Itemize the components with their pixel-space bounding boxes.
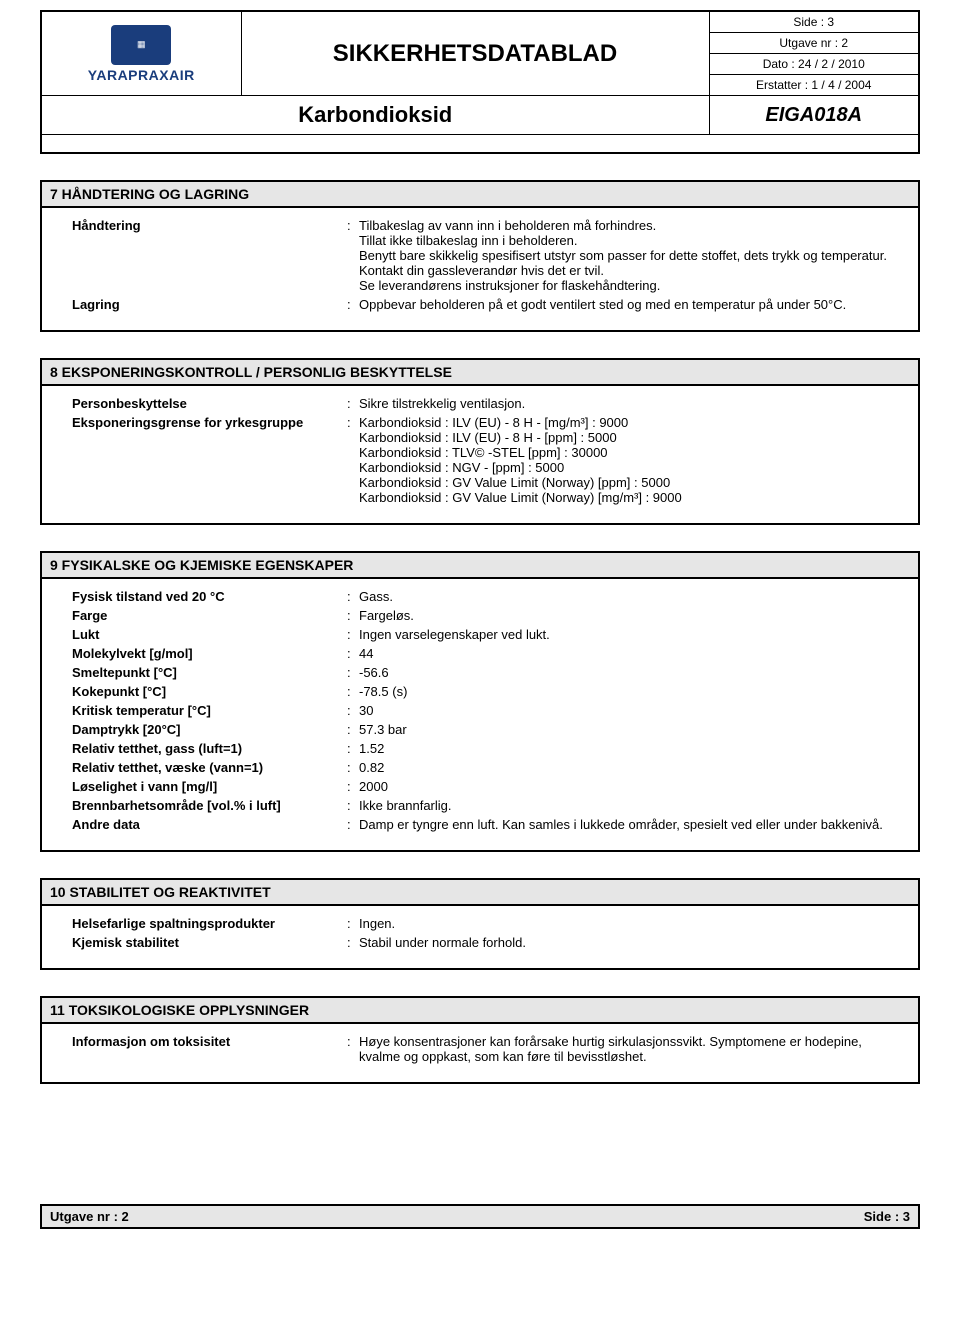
kv-value: : 30: [347, 703, 898, 718]
kv-key: Smeltepunkt [°C]: [72, 665, 347, 680]
kv-key: Andre data: [72, 817, 347, 832]
brand-text: YARAPRAXAIR: [88, 67, 195, 83]
kv-row: Håndtering: Tilbakeslag av vann inn i be…: [72, 218, 898, 293]
kv-value: : 44: [347, 646, 898, 661]
kv-row: Kokepunkt [°C]: -78.5 (s): [72, 684, 898, 699]
header-table: ▦ YARAPRAXAIR SIKKERHETSDATABLAD Side : …: [40, 10, 920, 154]
kv-row: Andre data: Damp er tyngre enn luft. Kan…: [72, 817, 898, 832]
kv-key: Damptrykk [20°C]: [72, 722, 347, 737]
section9-body: Fysisk tilstand ved 20 °C: Gass.Farge: F…: [40, 579, 920, 852]
kv-row: Informasjon om toksisitet: Høye konsentr…: [72, 1034, 898, 1064]
kv-row: Lagring: Oppbevar beholderen på et godt …: [72, 297, 898, 312]
section7-title: 7 HÅNDTERING OG LAGRING: [40, 180, 920, 208]
kv-value: : Tilbakeslag av vann inn i beholderen m…: [347, 218, 898, 293]
kv-value: : Gass.: [347, 589, 898, 604]
kv-row: Brennbarhetsområde [vol.% i luft]: Ikke …: [72, 798, 898, 813]
kv-key: Eksponeringsgrense for yrkesgruppe: [72, 415, 347, 430]
kv-key: Lukt: [72, 627, 347, 642]
kv-row: Molekylvekt [g/mol]: 44: [72, 646, 898, 661]
kv-key: Lagring: [72, 297, 347, 312]
kv-value: : Karbondioksid : ILV (EU) - 8 H - [mg/m…: [347, 415, 898, 505]
kv-key: Løselighet i vann [mg/l]: [72, 779, 347, 794]
footer-bar: Utgave nr : 2 Side : 3: [40, 1204, 920, 1229]
footer-right: Side : 3: [864, 1209, 910, 1224]
kv-key: Personbeskyttelse: [72, 396, 347, 411]
kv-row: Farge: Fargeløs.: [72, 608, 898, 623]
kv-key: Molekylvekt [g/mol]: [72, 646, 347, 661]
section7-body: Håndtering: Tilbakeslag av vann inn i be…: [40, 208, 920, 332]
yara-logo-icon: ▦: [111, 25, 171, 65]
logo-cell: ▦ YARAPRAXAIR: [41, 11, 241, 96]
kv-value: : 0.82: [347, 760, 898, 775]
section11-body: Informasjon om toksisitet: Høye konsentr…: [40, 1024, 920, 1084]
kv-value: : -78.5 (s): [347, 684, 898, 699]
kv-value: : Fargeløs.: [347, 608, 898, 623]
kv-row: Løselighet i vann [mg/l]: 2000: [72, 779, 898, 794]
kv-value: : 1.52: [347, 741, 898, 756]
kv-key: Brennbarhetsområde [vol.% i luft]: [72, 798, 347, 813]
kv-key: Fysisk tilstand ved 20 °C: [72, 589, 347, 604]
kv-row: Personbeskyttelse: Sikre tilstrekkelig v…: [72, 396, 898, 411]
doc-title: SIKKERHETSDATABLAD: [241, 11, 709, 96]
section10-title: 10 STABILITET OG REAKTIVITET: [40, 878, 920, 906]
meta-date: Dato : 24 / 2 / 2010: [710, 54, 919, 74]
section8-body: Personbeskyttelse: Sikre tilstrekkelig v…: [40, 386, 920, 525]
kv-row: Lukt: Ingen varselegenskaper ved lukt.: [72, 627, 898, 642]
kv-row: Kritisk temperatur [°C]: 30: [72, 703, 898, 718]
kv-key: Relativ tetthet, væske (vann=1): [72, 760, 347, 775]
kv-value: : -56.6: [347, 665, 898, 680]
kv-row: Relativ tetthet, væske (vann=1): 0.82: [72, 760, 898, 775]
kv-row: Fysisk tilstand ved 20 °C: Gass.: [72, 589, 898, 604]
meta-page: Side : 3: [710, 12, 919, 32]
kv-row: Eksponeringsgrense for yrkesgruppe: Karb…: [72, 415, 898, 505]
kv-key: Informasjon om toksisitet: [72, 1034, 347, 1049]
kv-row: Damptrykk [20°C]: 57.3 bar: [72, 722, 898, 737]
kv-value: : Sikre tilstrekkelig ventilasjon.: [347, 396, 898, 411]
footer-left: Utgave nr : 2: [50, 1209, 129, 1224]
kv-key: Helsefarlige spaltningsprodukter: [72, 916, 347, 931]
kv-row: Helsefarlige spaltningsprodukter: Ingen.: [72, 916, 898, 931]
product-name: Karbondioksid: [41, 96, 709, 135]
section11-title: 11 TOKSIKOLOGISKE OPPLYSNINGER: [40, 996, 920, 1024]
section10-body: Helsefarlige spaltningsprodukter: Ingen.…: [40, 906, 920, 970]
kv-value: : 2000: [347, 779, 898, 794]
kv-row: Kjemisk stabilitet: Stabil under normale…: [72, 935, 898, 950]
kv-row: Relativ tetthet, gass (luft=1): 1.52: [72, 741, 898, 756]
kv-key: Kjemisk stabilitet: [72, 935, 347, 950]
kv-key: Kritisk temperatur [°C]: [72, 703, 347, 718]
kv-value: : Ingen varselegenskaper ved lukt.: [347, 627, 898, 642]
kv-row: Smeltepunkt [°C]: -56.6: [72, 665, 898, 680]
kv-value: : 57.3 bar: [347, 722, 898, 737]
section8-title: 8 EKSPONERINGSKONTROLL / PERSONLIG BESKY…: [40, 358, 920, 386]
kv-value: : Ingen.: [347, 916, 898, 931]
kv-key: Relativ tetthet, gass (luft=1): [72, 741, 347, 756]
kv-key: Kokepunkt [°C]: [72, 684, 347, 699]
kv-key: Farge: [72, 608, 347, 623]
kv-value: : Oppbevar beholderen på et godt ventile…: [347, 297, 898, 312]
meta-replaces: Erstatter : 1 / 4 / 2004: [710, 75, 919, 95]
product-code: EIGA018A: [709, 96, 919, 135]
meta-edition: Utgave nr : 2: [710, 33, 919, 53]
kv-value: : Damp er tyngre enn luft. Kan samles i …: [347, 817, 898, 832]
kv-value: : Høye konsentrasjoner kan forårsake hur…: [347, 1034, 898, 1064]
kv-value: : Stabil under normale forhold.: [347, 935, 898, 950]
kv-key: Håndtering: [72, 218, 347, 233]
section9-title: 9 FYSIKALSKE OG KJEMISKE EGENSKAPER: [40, 551, 920, 579]
kv-value: : Ikke brannfarlig.: [347, 798, 898, 813]
